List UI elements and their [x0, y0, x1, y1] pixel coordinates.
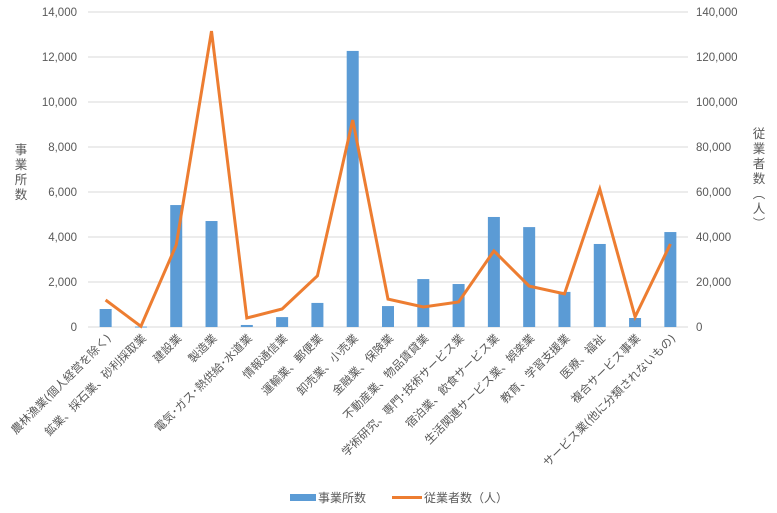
axis-title-char: 従 [753, 126, 766, 141]
bar [417, 279, 430, 327]
legend-item-employees: 従業者数（人） [392, 489, 508, 506]
category-label: 卸売業、小売業 [294, 331, 361, 398]
left-axis-title: 事業所数 [15, 142, 28, 202]
bar [311, 302, 324, 327]
axis-title-char: 業 [753, 141, 766, 156]
left-tick-label: 6,000 [48, 187, 77, 199]
left-tick-label: 12,000 [42, 52, 77, 64]
right-tick-label: 100,000 [696, 97, 738, 109]
axis-title-char: ︶ [753, 216, 766, 231]
legend-item-offices: 事業所数 [290, 489, 366, 506]
line-series-employees [104, 30, 672, 329]
bar [205, 221, 218, 327]
right-tick-label: 60,000 [696, 187, 731, 199]
legend-label-offices: 事業所数 [318, 491, 367, 505]
right-tick-label: 20,000 [696, 277, 731, 289]
employees-line [104, 30, 672, 329]
left-tick-label: 8,000 [48, 142, 77, 154]
left-tick-label: 4,000 [48, 232, 77, 244]
category-label: 金融業、保険業 [329, 331, 396, 398]
right-tick-label: 120,000 [696, 52, 738, 64]
legend-label-employees: 従業者数（人） [424, 491, 509, 505]
bar [664, 232, 677, 327]
axis-title-char: 所 [15, 172, 28, 187]
right-tick-label: 40,000 [696, 232, 731, 244]
category-label: 建設業 [150, 331, 185, 366]
left-tick-label: 0 [71, 322, 77, 334]
bar [593, 243, 606, 327]
bar [240, 324, 253, 327]
axis-title-char: ︵ [753, 186, 766, 201]
left-tick-label: 2,000 [48, 277, 77, 289]
bar-series-offices [99, 50, 677, 328]
bar [452, 284, 465, 327]
bar [487, 216, 500, 327]
bar [558, 291, 571, 327]
bar [346, 50, 359, 328]
right-tick-label: 80,000 [696, 142, 731, 154]
right-tick-label: 140,000 [696, 7, 738, 19]
bar-swatch-icon [290, 494, 316, 501]
right-axis-title: 従業者数︵人︶ [753, 126, 766, 231]
left-axis-ticks: 0 2,000 4,000 6,000 8,000 10,000 12,000 14,000 [42, 7, 77, 334]
axis-title-char: 事 [15, 142, 28, 157]
gridlines [88, 11, 688, 328]
left-tick-label: 14,000 [42, 7, 77, 19]
bar [382, 306, 394, 327]
axis-title-char: 者 [753, 156, 766, 171]
left-tick-label: 10,000 [42, 97, 77, 109]
axis-title-char: 業 [15, 157, 28, 172]
category-axis-labels: 農林漁業(個人経営を除く)鉱業、採石業、砂利採取業 建設業 製造業電気･ガス･熱供給… [8, 331, 678, 470]
bar [629, 318, 642, 327]
axis-title-char: 数 [15, 187, 28, 202]
axis-title-char: 人 [753, 201, 766, 216]
bar [276, 317, 289, 327]
right-axis-ticks: 0 20,000 40,000 60,000 80,000 100,000 120,000 1… [696, 7, 738, 334]
line-swatch-icon [392, 496, 423, 499]
bar [99, 309, 112, 327]
category-label: 運輸業、郵便業 [259, 331, 326, 398]
legend: 事業所数 従業者数（人） [290, 489, 508, 506]
axis-title-char: 数 [753, 171, 766, 186]
bar [523, 227, 536, 327]
right-tick-label: 0 [696, 322, 702, 334]
